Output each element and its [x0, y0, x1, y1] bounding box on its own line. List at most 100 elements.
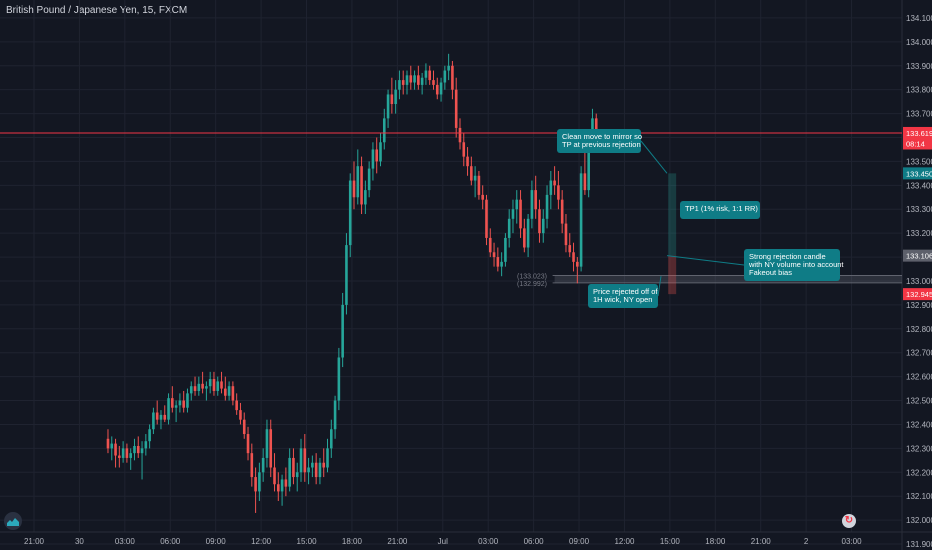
- x-tick-label: Jul: [438, 537, 448, 546]
- x-tick-label: 15:00: [297, 537, 318, 546]
- candle-body: [488, 237, 492, 253]
- candle-body: [356, 166, 360, 198]
- annotation-pointer: [666, 255, 745, 266]
- y-tick-label: 132.500: [906, 397, 932, 406]
- candles-group: [106, 53, 598, 513]
- candle-body: [576, 261, 579, 267]
- candle-body: [121, 448, 125, 458]
- candle-body: [216, 381, 220, 391]
- candle-body: [205, 386, 208, 389]
- candle-body: [140, 448, 144, 454]
- candle-body: [189, 386, 193, 394]
- annotation-box: [588, 284, 658, 308]
- candle-body: [504, 237, 507, 262]
- y-tick-label: 132.200: [906, 468, 932, 477]
- tradingview-logo-icon[interactable]: [4, 512, 22, 530]
- replay-icon[interactable]: ↻: [842, 514, 856, 528]
- price-tag-label: 133.450: [906, 169, 932, 178]
- candle-body: [242, 419, 246, 435]
- x-tick-label: 15:00: [660, 537, 681, 546]
- y-tick-label: 134.000: [906, 38, 932, 47]
- candle-body: [545, 194, 549, 219]
- annotation-box: [744, 249, 840, 281]
- x-tick-label: 03:00: [115, 537, 136, 546]
- x-tick-label: 21:00: [751, 537, 772, 546]
- candle-body: [322, 462, 326, 468]
- y-tick-label: 133.400: [906, 181, 932, 190]
- candle-body: [292, 457, 295, 478]
- x-tick-label: 18:00: [705, 537, 726, 546]
- candle-body: [227, 386, 231, 396]
- annotation-text: 1H wick, NY open: [593, 295, 652, 304]
- candle-body: [136, 445, 140, 454]
- candle-body: [295, 472, 299, 478]
- candle-body: [515, 199, 519, 210]
- y-tick-label: 134.100: [906, 14, 932, 23]
- candle-body: [220, 381, 223, 389]
- candle-body: [235, 400, 238, 411]
- candle-body: [246, 434, 250, 454]
- candle-body: [454, 89, 458, 128]
- price-tag-label: 08:14: [906, 139, 925, 148]
- candle-body: [519, 199, 522, 229]
- candle-body: [511, 209, 515, 219]
- candle-body: [258, 472, 261, 492]
- price-tag: [903, 126, 932, 139]
- y-tick-label: 132.600: [906, 373, 932, 382]
- candle-body: [553, 180, 556, 186]
- candle-body: [110, 443, 114, 449]
- candle-body: [534, 190, 537, 210]
- chart-title: British Pound / Japanese Yen, 15, FXCM: [6, 5, 188, 16]
- candle-body: [337, 357, 341, 401]
- candle-body: [167, 398, 170, 420]
- candle-body: [307, 467, 310, 473]
- annotation-text: Fakeout bias: [749, 268, 792, 277]
- x-tick-label: 12:00: [614, 537, 635, 546]
- y-tick-label: 132.900: [906, 301, 932, 310]
- candle-body: [375, 149, 379, 162]
- candle-body: [583, 173, 587, 191]
- candle-body: [424, 70, 428, 78]
- y-tick-label: 133.800: [906, 86, 932, 95]
- candle-body: [352, 180, 356, 198]
- y-tick-label: 133.500: [906, 157, 932, 166]
- candle-body: [360, 166, 363, 205]
- x-tick-label: 21:00: [387, 537, 408, 546]
- candle-body: [492, 252, 496, 258]
- candle-body: [564, 223, 568, 246]
- candle-body: [129, 453, 132, 458]
- candle-body: [371, 149, 375, 169]
- candle-body: [496, 257, 500, 267]
- annotation-pointer: [640, 140, 668, 174]
- candle-body: [500, 261, 503, 267]
- candle-body: [269, 429, 273, 468]
- x-tick-label: 06:00: [160, 537, 181, 546]
- candle-body: [280, 479, 284, 492]
- x-tick-label: 06:00: [524, 537, 545, 546]
- candle-body: [182, 400, 185, 408]
- candle-body: [197, 383, 201, 391]
- y-tick-label: 133.900: [906, 62, 932, 71]
- candle-body: [318, 462, 322, 478]
- candle-body: [451, 65, 454, 90]
- y-tick-label: 132.800: [906, 325, 932, 334]
- candle-body: [329, 429, 333, 449]
- candle-body: [507, 218, 511, 238]
- candle-body: [413, 75, 416, 83]
- candle-body: [594, 118, 598, 133]
- candle-body: [398, 80, 401, 90]
- candle-body: [144, 441, 148, 449]
- candle-body: [288, 457, 291, 487]
- annotation-text: Strong rejection candle: [749, 252, 826, 261]
- candle-body: [390, 94, 394, 105]
- x-tick-label: 2: [804, 537, 809, 546]
- annotation-text: TP1 (1% risk, 1:1 RR): [685, 204, 758, 213]
- candle-body: [239, 410, 242, 420]
- candle-body: [186, 393, 189, 408]
- candle-body: [409, 75, 413, 83]
- candle-body: [549, 180, 553, 195]
- y-tick-label: 132.000: [906, 516, 932, 525]
- candle-body: [303, 448, 307, 473]
- candle-body: [466, 156, 469, 167]
